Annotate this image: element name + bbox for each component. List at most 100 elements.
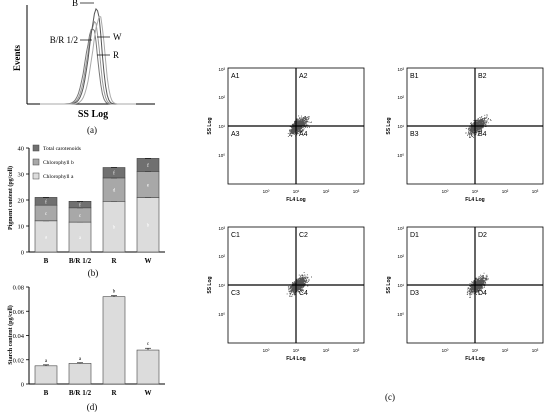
scatter-x-tick-label: 10² <box>502 348 509 353</box>
scatter-x-tick-label: 10³ <box>532 189 539 194</box>
scatter-y-tick-label: 10² <box>397 95 404 100</box>
scatter-y-label: SS Log <box>207 117 213 134</box>
starch-category-label: B <box>44 389 49 397</box>
legend-swatch <box>32 172 40 180</box>
pigment-significance-letter: b <box>147 224 150 229</box>
quadrant-label: A1 <box>231 73 240 80</box>
starch-bar <box>136 349 160 385</box>
starch-chart: 0 0.02 0.04 0.06 0.08 a Ba B/R 1/2 b Rc W Starch c… <box>7 285 165 412</box>
quadrant-label: D2 <box>478 232 487 239</box>
legend-label: Chlorophyll b <box>43 160 74 166</box>
scatter-x-tick-label: 10¹ <box>293 348 300 353</box>
scatter-y-tick-label: 10¹ <box>218 283 225 288</box>
starch-y-tick-label: 0 <box>21 382 24 389</box>
starch-category-label: B/R 1/2 <box>69 389 92 397</box>
scatter-plot: B1 B2 B3 B4 10⁰ 10¹ 10² 10³ 10⁰ 10¹ 10² 10³ FL4 Log S… <box>386 67 544 203</box>
legend-label: Chlorophyll a <box>43 174 74 180</box>
scatter-x-tick-label: 10² <box>323 189 330 194</box>
starch-category-label: W <box>145 389 152 397</box>
scatter-x-label: FL4 Log <box>286 197 305 203</box>
scatter-y-tick-label: 10² <box>218 95 225 100</box>
pigment-significance-letter: c <box>79 214 82 219</box>
starch-bar <box>68 363 92 385</box>
starch-y-tick-label: 0.04 <box>13 333 25 340</box>
panel-label-a: (a) <box>87 125 97 135</box>
quadrant-label: B4 <box>478 131 487 138</box>
flow-cytometry-panel: A1 A2 A3 A4 10⁰ 10¹ 10² 10³ 10⁰ 10¹ 10² 10³ FL4 Log S… <box>207 67 544 362</box>
quadrant-label: C4 <box>299 290 308 297</box>
panel-label-c: (c) <box>385 392 395 402</box>
pigment-significance-letter: a <box>79 236 82 241</box>
starch-y-label: Starch content (pg/cell) <box>7 305 14 365</box>
starch-y-tick-label: 0.02 <box>13 357 24 364</box>
starch-significance-letter: c <box>147 342 150 347</box>
histogram-curve <box>40 7 136 105</box>
scatter-y-tick-label: 10⁰ <box>397 153 404 158</box>
scatter-y-tick-label: 10⁰ <box>218 153 225 158</box>
pigment-significance-letter: f <box>113 172 115 177</box>
curve-label-r: R <box>113 50 119 60</box>
pigment-category-label: B/R 1/2 <box>69 257 92 265</box>
starch-category-label: R <box>111 389 117 397</box>
panel-label-b: (b) <box>88 268 99 278</box>
starch-bar <box>34 365 58 385</box>
pigment-y-tick-label: 10 <box>18 224 25 231</box>
pigment-y-tick-label: 0 <box>21 250 24 257</box>
scatter-x-label: FL4 Log <box>465 356 484 362</box>
pigment-significance-letter: f <box>79 204 81 209</box>
scatter-y-label: SS Log <box>386 276 392 293</box>
scatter-y-tick-label: 10³ <box>218 226 225 231</box>
pigment-significance-letter: e <box>147 183 150 188</box>
histogram-y-label: Events <box>12 45 22 72</box>
pigment-y-tick-label: 40 <box>18 146 25 153</box>
scatter-points <box>286 271 312 298</box>
quadrant-label: C3 <box>231 290 240 297</box>
curve-label-b: B <box>72 0 78 8</box>
quadrant-label: D1 <box>410 232 419 239</box>
scatter-x-tick-label: 10² <box>323 348 330 353</box>
curve-label-br: B/R 1/2 <box>50 35 78 45</box>
starch-significance-letter: b <box>113 290 116 295</box>
starch-y-tick-label: 0.08 <box>13 285 24 292</box>
scatter-y-tick-label: 10¹ <box>397 283 404 288</box>
scatter-y-label: SS Log <box>386 117 392 134</box>
quadrant-label: A3 <box>231 131 240 138</box>
panel-label-d: (d) <box>87 402 98 412</box>
quadrant-label: D3 <box>410 290 419 297</box>
scatter-x-tick-label: 10¹ <box>472 348 479 353</box>
starch-significance-letter: a <box>79 357 82 362</box>
legend-swatch <box>32 144 40 152</box>
curve-label-w: W <box>113 32 122 42</box>
quadrant-label: C1 <box>231 232 240 239</box>
pigment-y-tick-label: 20 <box>18 198 25 205</box>
histogram-panel: B B/R 1/2 W R Events SS Log (a) <box>12 0 155 135</box>
scatter-x-tick-label: 10⁰ <box>263 189 270 194</box>
scatter-plot: C1 C2 C3 C4 10⁰ 10¹ 10² 10³ 10⁰ 10¹ 10² 10³ FL4 Log S… <box>207 226 365 362</box>
scatter-x-tick-label: 10¹ <box>293 189 300 194</box>
scatter-x-tick-label: 10³ <box>532 348 539 353</box>
legend-swatch <box>32 158 40 166</box>
pigment-significance-letter: d <box>113 189 116 194</box>
scatter-x-tick-label: 10² <box>502 189 509 194</box>
scatter-y-tick-label: 10² <box>397 254 404 259</box>
pigment-significance-letter: c <box>45 212 48 217</box>
pigment-significance-letter: b <box>113 226 116 231</box>
starch-y-tick-label: 0.06 <box>13 309 25 316</box>
pigment-significance-letter: f <box>45 200 47 205</box>
quadrant-label: B1 <box>410 73 419 80</box>
legend-label: Total carotenoids <box>43 146 81 152</box>
starch-bar <box>102 296 126 385</box>
pigment-category-label: B <box>44 257 49 265</box>
scatter-y-tick-label: 10¹ <box>218 124 225 129</box>
scatter-x-tick-label: 10⁰ <box>442 348 449 353</box>
scatter-y-tick-label: 10¹ <box>397 124 404 129</box>
scatter-x-tick-label: 10¹ <box>472 189 479 194</box>
starch-significance-letter: a <box>45 359 48 364</box>
scatter-y-label: SS Log <box>207 276 213 293</box>
scatter-y-tick-label: 10⁰ <box>218 312 225 317</box>
scatter-y-tick-label: 10² <box>218 254 225 259</box>
scatter-plot: A1 A2 A3 A4 10⁰ 10¹ 10² 10³ 10⁰ 10¹ 10² 10³ FL4 Log S… <box>207 67 365 203</box>
scatter-x-tick-label: 10³ <box>353 348 360 353</box>
